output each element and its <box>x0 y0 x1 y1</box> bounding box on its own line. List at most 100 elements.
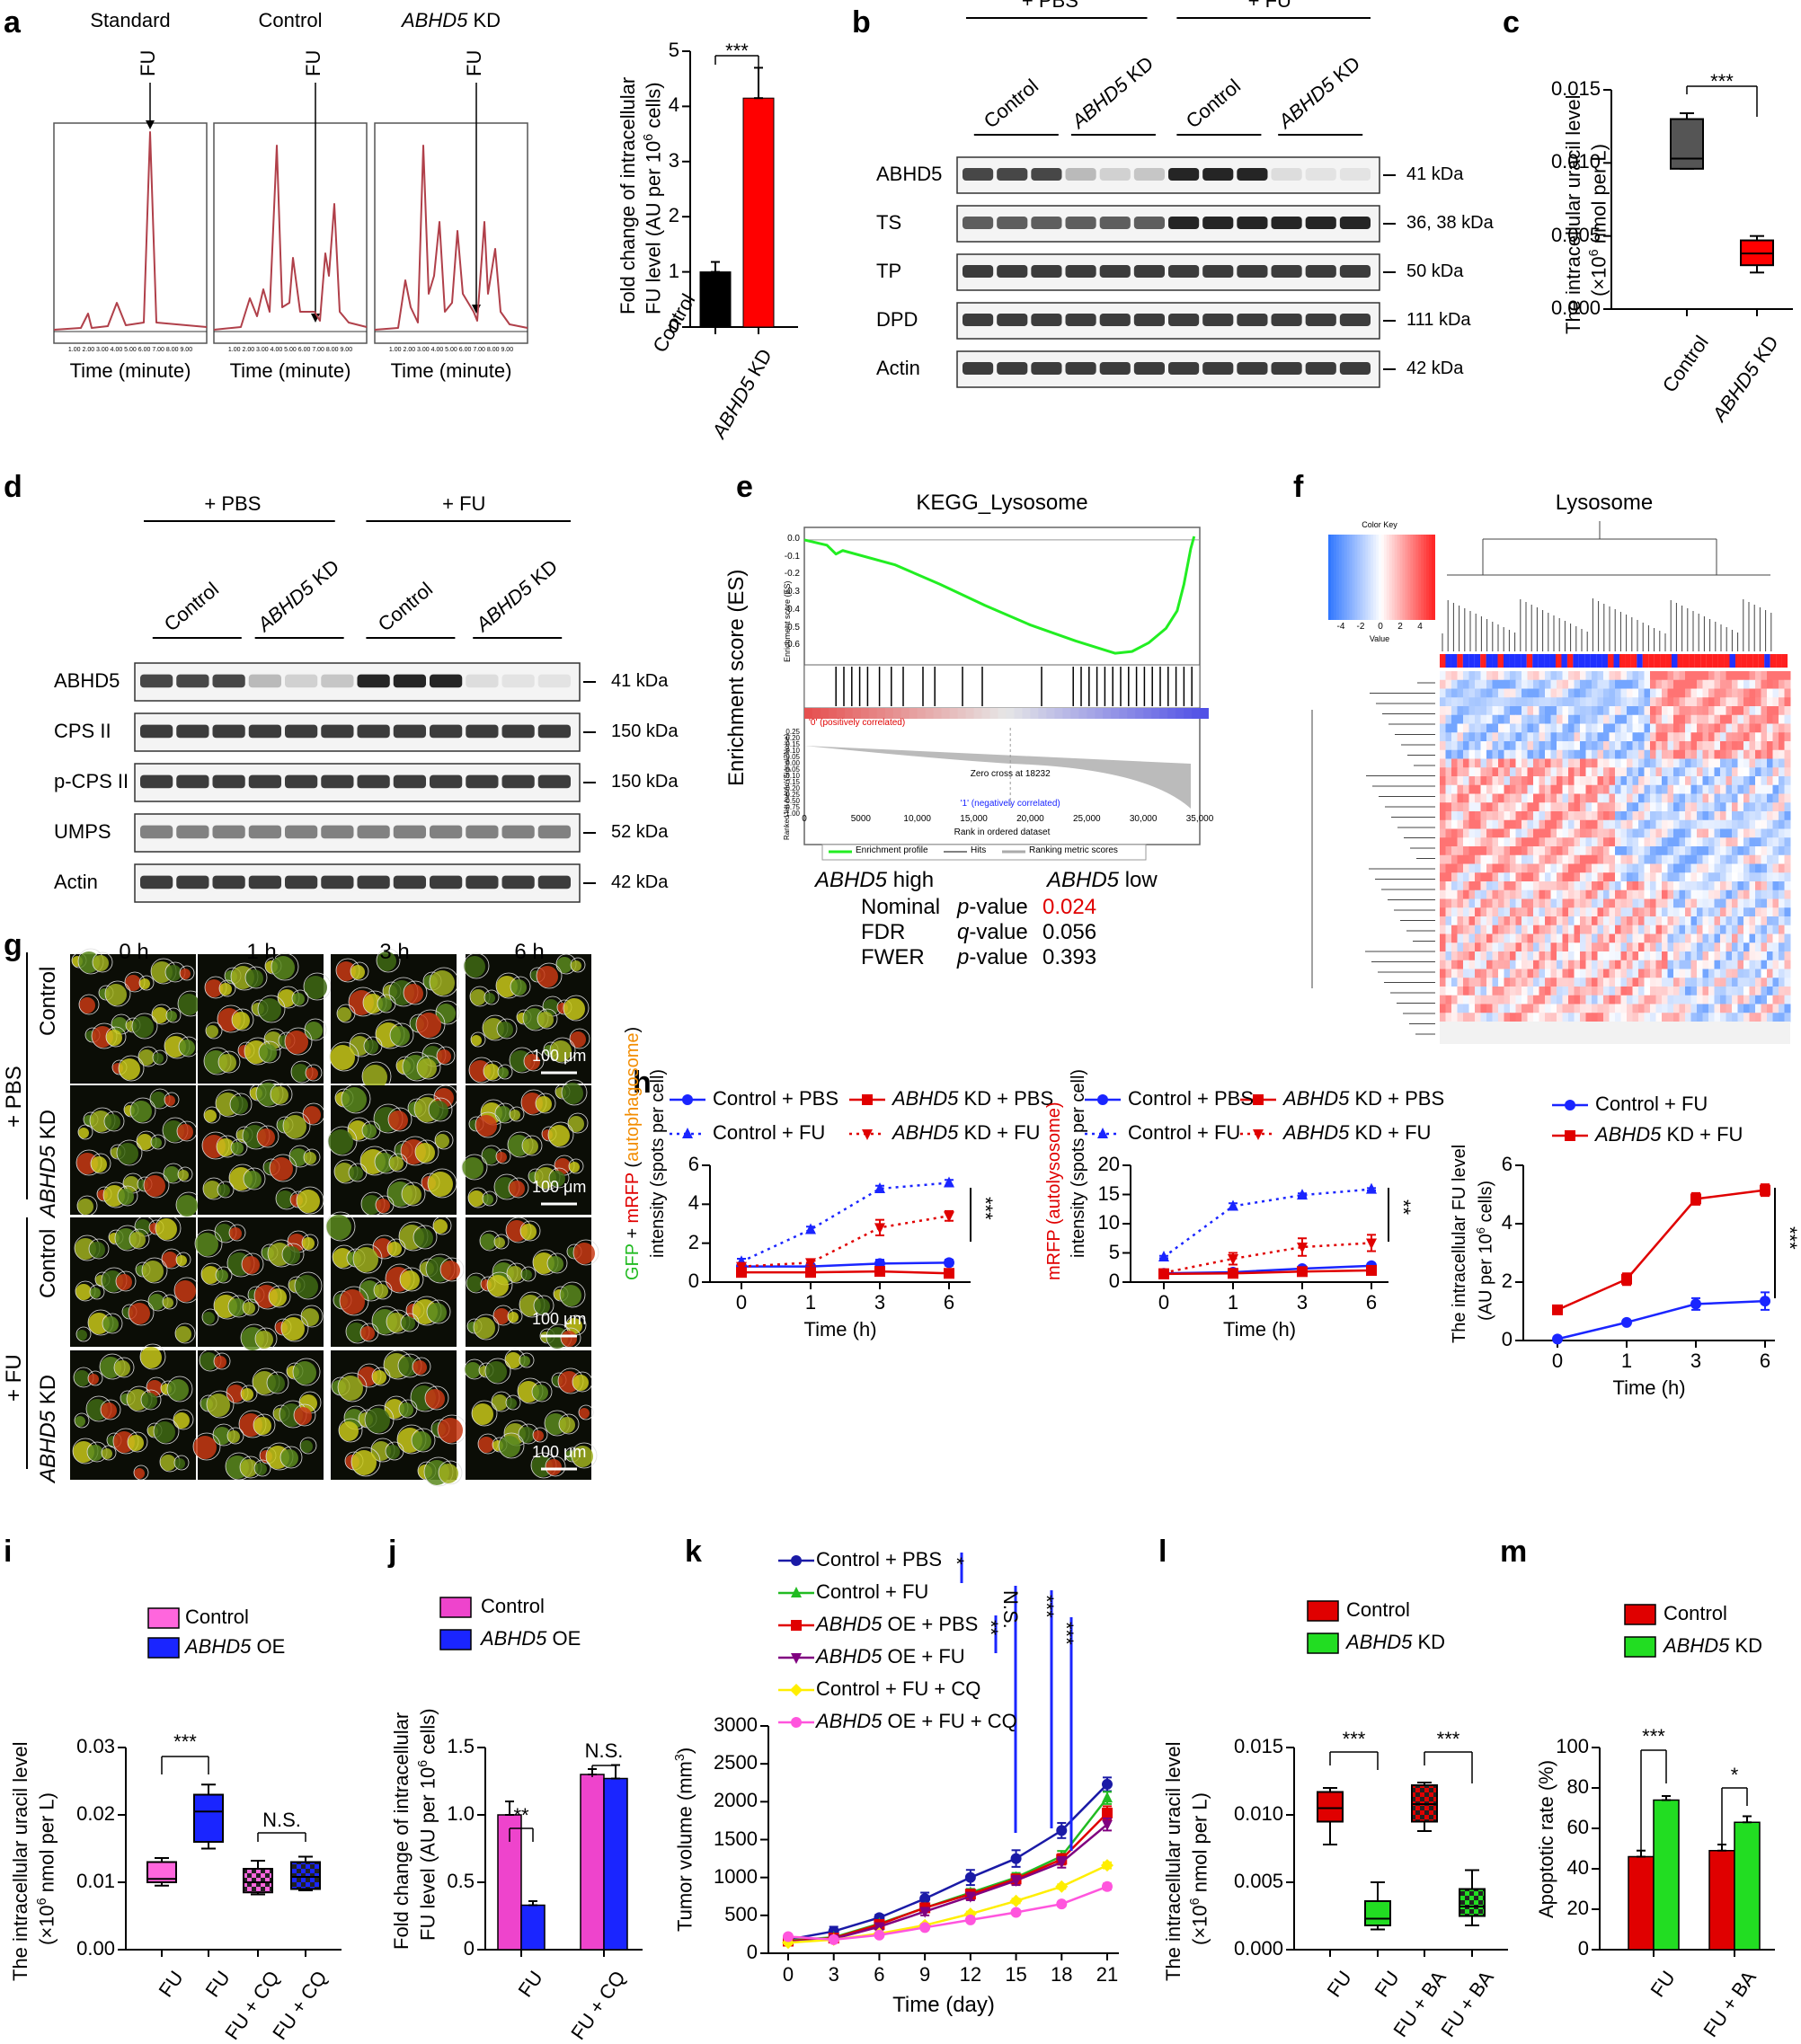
heatmap-cell <box>1755 951 1761 961</box>
heatmap-cell <box>1749 723 1756 733</box>
heatmap-cell <box>1690 793 1698 803</box>
heatmap-cell <box>1539 872 1546 882</box>
heatmap-cell <box>1527 793 1534 803</box>
cell-blob <box>338 1376 363 1401</box>
heatmap-cell <box>1743 741 1750 751</box>
cell-outline <box>266 1371 289 1394</box>
heatmap-cell <box>1650 1013 1656 1022</box>
blot-band <box>1099 168 1131 181</box>
cell-blob <box>278 989 296 1007</box>
heatmap-cell <box>1515 749 1522 759</box>
heatmap-cell <box>1667 793 1674 803</box>
blot-band <box>1133 265 1165 278</box>
heatmap-cell <box>1486 863 1493 873</box>
group-bar-cell <box>1544 654 1550 668</box>
heatmap-cell <box>1755 934 1761 943</box>
rank-color-strip <box>844 708 854 719</box>
heatmap-cell <box>1597 811 1604 821</box>
heatmap-cell <box>1597 872 1604 882</box>
heatmap-cell <box>1603 706 1610 716</box>
heatmap-cell <box>1784 732 1791 742</box>
heatmap-cell <box>1557 881 1563 891</box>
color-key-cell <box>1368 535 1372 620</box>
heatmap-cell <box>1743 679 1750 689</box>
rank-color-strip <box>989 708 999 719</box>
heatmap-cell <box>1480 960 1487 969</box>
heatmap-cell <box>1755 978 1761 987</box>
heatmap-cell <box>1510 960 1516 969</box>
heatmap-cell <box>1451 907 1458 917</box>
heatmap-cell <box>1638 863 1645 873</box>
heatmap-cell <box>1562 741 1569 751</box>
heatmap-cell <box>1761 697 1768 707</box>
heatmap-cell <box>1708 987 1715 996</box>
heatmap-cell <box>1568 784 1575 794</box>
heatmap-cell <box>1673 925 1680 934</box>
heatmap-cell <box>1451 881 1458 891</box>
heatmap-cell <box>1650 942 1656 952</box>
heatmap-cell <box>1515 942 1522 952</box>
heatmap-cell <box>1550 1004 1557 1013</box>
heatmap-cell <box>1632 846 1639 856</box>
heatmap-cell <box>1679 811 1686 821</box>
heatmap-cell <box>1597 776 1604 786</box>
heatmap-cell <box>1592 671 1598 681</box>
heatmap-cell <box>1480 697 1487 707</box>
cell-outline <box>428 1097 453 1122</box>
cell-blob <box>202 1312 215 1324</box>
color-key-cell <box>1388 535 1393 620</box>
heatmap-cell <box>1597 969 1604 978</box>
heatmap-cell <box>1527 828 1534 838</box>
heatmap-cell <box>1638 854 1645 864</box>
group-bar-cell <box>1573 654 1579 668</box>
heatmap-cell <box>1550 925 1557 934</box>
heatmap-cell <box>1539 714 1546 724</box>
heatmap-cell <box>1767 872 1773 882</box>
heatmap-cell <box>1690 916 1698 926</box>
data-point <box>919 1893 931 1905</box>
heatmap-cell <box>1732 749 1738 759</box>
heatmap-cell <box>1627 706 1633 716</box>
cell-blob <box>138 1049 155 1066</box>
heatmap-cell <box>1644 776 1651 786</box>
heatmap-cell <box>1702 811 1709 821</box>
heatmap-cell <box>1468 987 1476 996</box>
heatmap-cell <box>1533 828 1539 838</box>
heatmap-cell <box>1620 723 1628 733</box>
cell-blob <box>135 1219 151 1235</box>
heatmap-cell <box>1515 846 1522 856</box>
heatmap-cell <box>1615 960 1621 969</box>
heatmap-cell <box>1673 749 1680 759</box>
heatmap-cell <box>1445 898 1452 908</box>
heatmap-cell <box>1527 898 1534 908</box>
heatmap-cell <box>1772 995 1779 1004</box>
heatmap-cell <box>1510 951 1516 961</box>
heatmap-cell <box>1726 793 1733 803</box>
data-point <box>736 1261 747 1273</box>
heatmap-cell <box>1550 995 1557 1004</box>
rank-color-strip <box>998 708 1007 719</box>
blot-band <box>963 265 994 278</box>
heatmap-cell <box>1515 898 1522 908</box>
cell-outline <box>559 1281 586 1308</box>
heatmap-cell <box>1726 714 1733 724</box>
heatmap-cell <box>1562 749 1569 759</box>
heatmap-cell <box>1451 811 1458 821</box>
heatmap-cell <box>1522 846 1528 856</box>
heatmap-cell <box>1585 978 1593 987</box>
cell-blob <box>364 1040 378 1054</box>
cell-outline <box>412 1357 431 1376</box>
color-key-cell <box>1344 535 1348 620</box>
cell-blob <box>521 1270 532 1280</box>
heatmap-cell <box>1685 942 1691 952</box>
heatmap-cell <box>1638 925 1645 934</box>
heatmap-cell <box>1498 732 1504 742</box>
cell-blob <box>117 1143 138 1164</box>
color-key-cell <box>1391 535 1396 620</box>
heatmap-cell <box>1440 671 1446 681</box>
heatmap-cell <box>1568 758 1575 768</box>
heatmap-cell <box>1667 934 1674 943</box>
heatmap-cell <box>1603 995 1610 1004</box>
blot-band <box>1065 217 1096 229</box>
heatmap-cell <box>1609 749 1616 759</box>
